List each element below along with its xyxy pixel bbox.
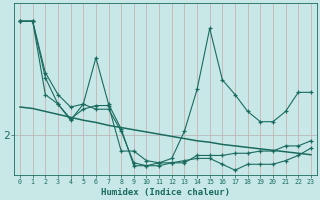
X-axis label: Humidex (Indice chaleur): Humidex (Indice chaleur): [101, 188, 230, 197]
